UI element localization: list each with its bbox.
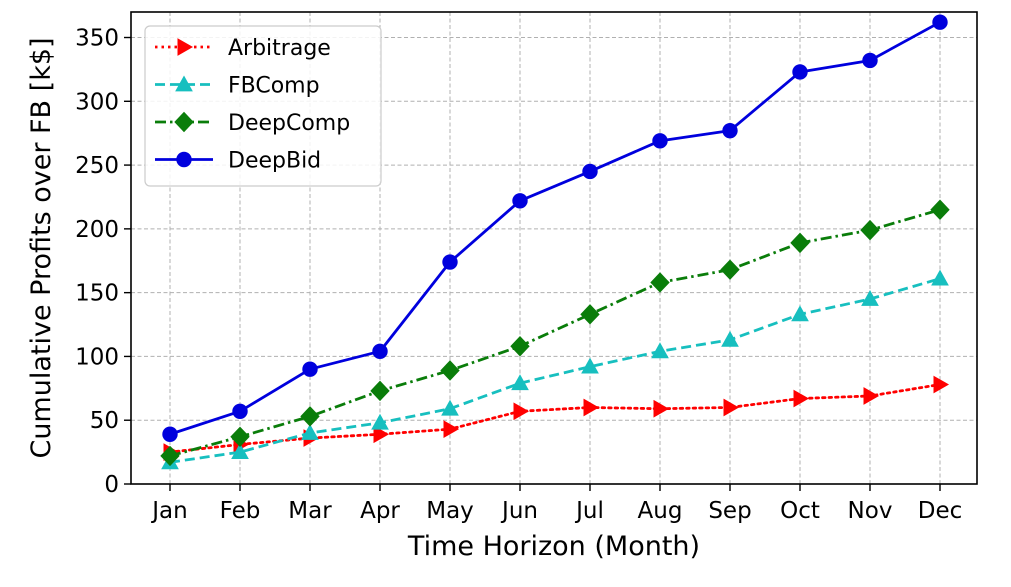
series-layer [160,14,950,470]
data-point [174,111,194,133]
series-line [169,20,941,436]
data-point [793,389,810,408]
data-point [583,398,600,417]
data-point [723,398,740,417]
data-point [232,403,248,419]
x-tick-label: Aug [638,498,683,524]
data-point [162,426,178,442]
data-point [862,52,878,69]
legend-item: DeepComp [155,111,350,136]
data-point [231,443,249,460]
data-point [582,163,598,180]
x-tick-label: Jan [150,498,187,524]
y-tick-label: 100 [75,344,119,370]
data-point [441,399,459,416]
x-tick-label: Feb [220,498,261,524]
data-point [512,193,528,209]
y-tick-label: 0 [104,472,119,498]
data-point [790,232,810,254]
data-point [373,425,390,444]
axis-ticks: Jan Feb Mar Apr May Jun Jul Aug Sep Oct Nov Dec 0 50 1… [75,26,962,524]
data-point [442,254,458,270]
data-point [581,357,599,374]
data-point [440,360,460,381]
legend-box [144,25,382,187]
data-point [300,406,320,427]
series-deepbid [162,14,948,442]
data-point [930,199,950,220]
y-tick-label: 50 [90,408,119,434]
data-point [722,122,738,139]
x-tick-label: Sep [708,498,751,524]
legend-label: DeepBid [228,149,321,174]
legend-label: Arbitrage [228,36,331,61]
data-point [931,269,949,286]
x-tick-label: Oct [780,498,820,524]
data-point [721,330,739,347]
series-fbcomp [161,269,949,470]
x-axis-label: Time Horizon (Month) [407,531,700,562]
data-point [860,219,880,241]
data-point [933,375,950,394]
data-point [792,64,808,80]
data-point [650,272,670,293]
data-point [510,336,530,357]
x-tick-label: Jun [500,498,538,524]
legend-label: DeepComp [228,111,350,136]
x-tick-label: Nov [848,498,893,524]
series-line [169,208,941,458]
data-point [720,259,740,280]
x-tick-label: Mar [288,498,332,524]
data-point [651,342,669,359]
legend: Arbitrage FBComp DeepComp DeepBid [144,25,382,187]
data-point [653,399,670,418]
plot-frame [130,11,978,485]
x-tick-label: Dec [918,498,963,524]
data-point [370,380,390,402]
series-line [169,277,941,464]
y-tick-label: 300 [75,89,119,115]
data-point [230,426,250,448]
data-point [302,361,318,377]
data-point [861,289,879,306]
data-point [371,413,389,430]
series-arbitrage [163,375,950,461]
data-point [513,402,530,421]
y-tick-label: 350 [75,26,119,52]
data-point [177,38,194,56]
data-point [160,445,180,467]
x-tick-label: May [426,498,474,524]
x-tick-label: Apr [360,498,400,524]
y-tick-label: 200 [75,217,119,243]
series-line [168,383,942,454]
data-point [863,387,880,405]
legend-item: FBComp [155,74,320,99]
data-point [511,374,529,391]
data-point [443,420,460,439]
y-tick-label: 150 [75,281,119,307]
y-tick-label: 250 [75,153,119,179]
data-point [175,75,193,92]
x-tick-label: Jul [574,498,604,524]
data-point [932,14,948,30]
data-point [652,133,668,149]
data-point [301,423,319,440]
series-deepcomp [160,199,950,467]
data-point [791,305,809,322]
legend-item: Arbitrage [155,36,331,61]
legend-item: DeepBid [155,149,321,174]
y-axis-label: Cumulative Profits over FB [k$] [26,37,57,458]
legend-label: FBComp [228,74,320,99]
data-point [580,304,600,325]
data-point [372,343,388,360]
data-point [176,151,192,168]
